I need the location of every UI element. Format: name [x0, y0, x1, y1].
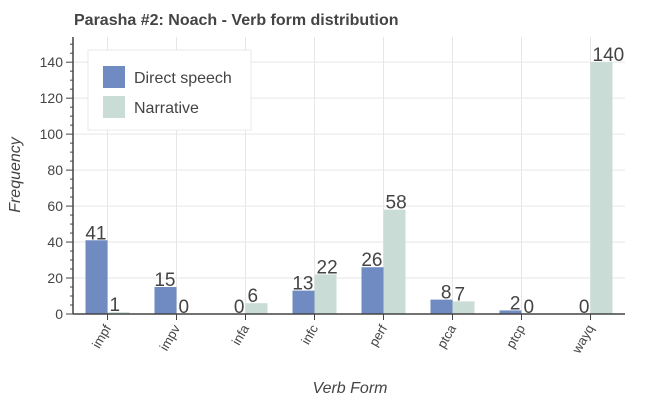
bar-narrative-infa: [245, 303, 268, 314]
data-label: 6: [248, 286, 259, 307]
y-tick-label: 80: [47, 162, 63, 178]
y-tick-label: 0: [55, 306, 63, 322]
chart-title: Parasha #2: Noach - Verb form distributi…: [74, 12, 399, 29]
bar-narrative-impf: [107, 312, 130, 314]
data-label: 41: [85, 223, 106, 244]
bar-direct-speech-ptca: [430, 299, 453, 314]
data-label: 140: [593, 45, 625, 66]
legend-label: Narrative: [134, 100, 199, 117]
data-label: 26: [361, 250, 382, 271]
y-tick-label: 100: [40, 126, 64, 142]
legend: Direct speech Narrative: [87, 49, 252, 131]
bar-narrative-wayq: [590, 62, 613, 314]
data-label: 0: [234, 297, 245, 318]
legend-swatch: [103, 96, 125, 118]
data-label: 7: [455, 284, 466, 305]
bar-narrative-ptca: [452, 301, 475, 314]
y-tick-label: 120: [40, 90, 64, 106]
legend-swatch: [103, 66, 125, 88]
bar-direct-speech-perf: [361, 267, 384, 314]
data-label: 0: [524, 297, 535, 318]
bar-direct-speech-ptcp: [499, 310, 522, 314]
data-label: 15: [154, 270, 175, 291]
data-label: 2: [510, 293, 521, 314]
bar-series: [85, 62, 613, 314]
bar-narrative-infc: [314, 274, 337, 314]
x-axis-label: Verb Form: [313, 380, 388, 397]
y-axis-label: Frequency: [7, 136, 24, 213]
y-tick-label: 40: [47, 234, 63, 250]
bar-narrative-perf: [383, 209, 406, 314]
bar-direct-speech-impv: [154, 287, 177, 314]
bar-direct-speech-impf: [85, 240, 108, 314]
data-label: 58: [386, 193, 407, 214]
y-tick-label: 140: [40, 54, 64, 70]
data-label: 0: [179, 297, 190, 318]
y-tick-label: 20: [47, 270, 63, 286]
legend-label: Direct speech: [134, 70, 232, 87]
data-label: 22: [317, 257, 338, 278]
data-label: 0: [579, 297, 590, 318]
data-label: 1: [110, 295, 121, 316]
data-label: 8: [441, 283, 452, 304]
y-tick-label: 60: [47, 198, 63, 214]
bar-direct-speech-infc: [292, 290, 315, 314]
data-label: 13: [292, 274, 313, 295]
